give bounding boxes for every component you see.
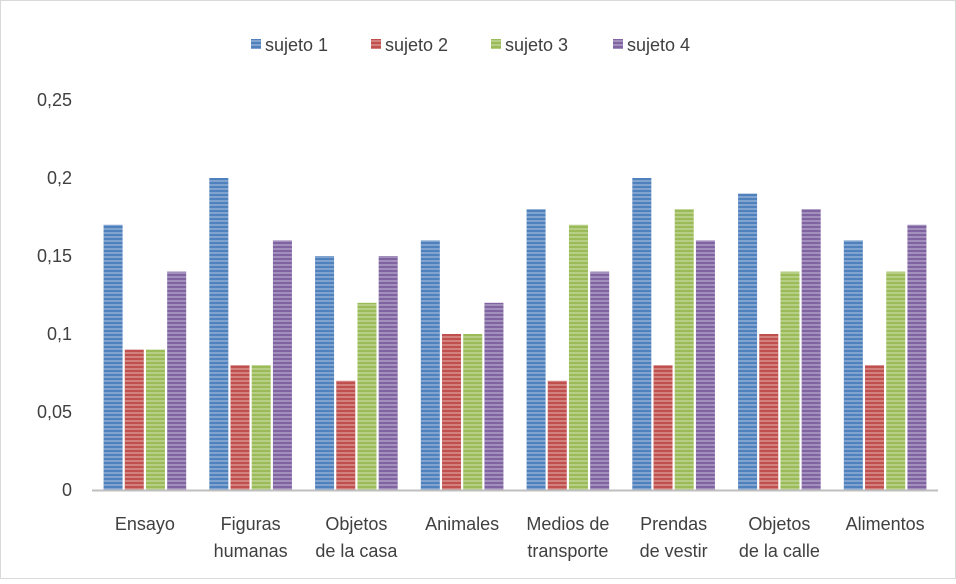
y-tick-label: 0,1 — [47, 324, 72, 344]
bar-sujeto-4 — [801, 209, 821, 490]
y-tick-label: 0,15 — [37, 246, 72, 266]
legend-label: sujeto 4 — [627, 35, 690, 55]
x-tick-label: Objetos de la calle — [739, 514, 820, 561]
bar-sujeto-2 — [442, 334, 462, 490]
x-tick-label: Objetos de la casa — [315, 514, 398, 561]
y-tick-label: 0,25 — [37, 90, 72, 110]
y-tick-label: 0,2 — [47, 168, 72, 188]
bar-sujeto-1 — [209, 178, 229, 490]
bar-sujeto-4 — [167, 271, 187, 490]
legend-item: sujeto 4 — [613, 35, 690, 55]
legend-item: sujeto 1 — [251, 35, 328, 55]
bars — [103, 178, 927, 491]
bar-sujeto-3 — [145, 349, 165, 490]
bar-sujeto-3 — [463, 334, 483, 490]
x-axis: Ensayo Figuras humanas Objetos de la casa Ani… — [92, 489, 938, 561]
x-tick-label: Prendas de vestir — [640, 514, 708, 561]
legend-item: sujeto 3 — [491, 35, 568, 55]
bar-sujeto-2 — [336, 380, 356, 490]
bar-sujeto-4 — [907, 224, 927, 491]
y-tick-label: 0,05 — [37, 402, 72, 422]
bar-sujeto-2 — [230, 365, 250, 490]
bar-sujeto-1 — [738, 193, 758, 490]
legend-label: sujeto 3 — [505, 35, 568, 55]
bar-sujeto-2 — [759, 334, 779, 490]
bar-sujeto-1 — [843, 240, 863, 490]
bar-sujeto-2 — [653, 365, 673, 490]
bar-sujeto-4 — [590, 271, 610, 490]
bar-sujeto-3 — [886, 271, 906, 490]
x-tick-label: Figuras humanas — [214, 514, 288, 561]
bar-sujeto-2 — [124, 349, 144, 490]
bar-sujeto-1 — [315, 256, 335, 490]
bar-sujeto-1 — [632, 178, 652, 490]
bar-sujeto-3 — [251, 365, 271, 490]
bar-sujeto-3 — [357, 302, 377, 490]
y-tick-label: 0 — [62, 480, 72, 500]
bar-sujeto-3 — [780, 271, 800, 490]
bar-sujeto-2 — [865, 365, 885, 490]
bar-sujeto-2 — [547, 380, 567, 490]
bar-sujeto-3 — [568, 224, 588, 491]
legend-label: sujeto 2 — [385, 35, 448, 55]
bar-sujeto-4 — [378, 256, 398, 490]
x-tick-label: Animales — [425, 514, 499, 534]
y-axis: 0 0,05 0,1 0,15 0,2 0,25 — [37, 90, 72, 500]
x-tick-label: Ensayo — [115, 514, 175, 534]
bar-sujeto-1 — [526, 209, 546, 490]
legend-label: sujeto 1 — [265, 35, 328, 55]
x-tick-label: Alimentos — [846, 514, 925, 534]
bar-sujeto-4 — [484, 302, 504, 490]
x-tick-label: Medios de transporte — [526, 514, 609, 561]
legend: sujeto 1 sujeto 2 sujeto 3 sujeto 4 — [251, 35, 690, 55]
bar-sujeto-4 — [695, 240, 715, 490]
bar-sujeto-4 — [272, 240, 292, 490]
bar-sujeto-1 — [420, 240, 440, 490]
legend-item: sujeto 2 — [371, 35, 448, 55]
bar-sujeto-3 — [674, 209, 694, 490]
bar-sujeto-1 — [103, 224, 123, 491]
